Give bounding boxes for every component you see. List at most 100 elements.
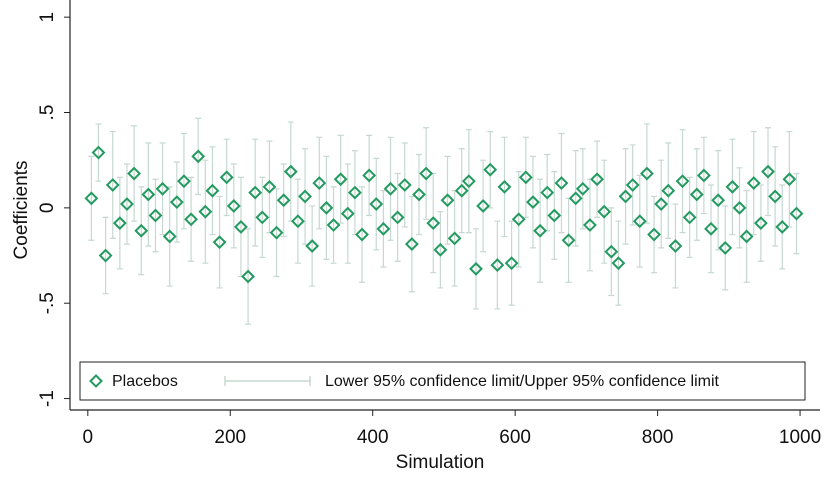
error-bar xyxy=(487,130,494,209)
legend-marker xyxy=(224,376,311,386)
y-tick-label: -.5 xyxy=(37,292,58,314)
x-tick-label: 1000 xyxy=(779,427,821,448)
point xyxy=(561,233,576,248)
error-bar xyxy=(544,153,551,232)
y-axis-label: Coefficients xyxy=(11,161,32,260)
point xyxy=(526,195,540,210)
error-bar xyxy=(636,174,643,268)
point xyxy=(148,208,163,223)
error-bar xyxy=(679,129,686,234)
error-bar xyxy=(501,136,508,238)
point xyxy=(789,206,804,221)
point xyxy=(362,168,377,183)
error-bar xyxy=(373,157,380,251)
point xyxy=(283,164,298,179)
error-bar xyxy=(323,155,330,260)
point xyxy=(105,178,120,192)
error-bar xyxy=(743,190,750,283)
point xyxy=(625,178,640,192)
point xyxy=(198,204,213,219)
point xyxy=(725,179,740,194)
point xyxy=(248,185,263,200)
error-bar xyxy=(366,134,373,217)
error-bar xyxy=(522,136,529,218)
point xyxy=(390,210,405,225)
points xyxy=(84,145,804,284)
point xyxy=(746,176,761,190)
point xyxy=(162,229,177,244)
error-bar xyxy=(252,138,259,247)
error-bar xyxy=(423,127,430,220)
legend-label: Placebos xyxy=(112,373,178,390)
error-bar xyxy=(416,153,423,236)
error-bar xyxy=(722,205,729,291)
point xyxy=(355,227,369,242)
error-bar xyxy=(693,148,700,241)
error-bar xyxy=(188,176,195,262)
legend-label: Lower 95% confidence limit/Upper 95% con… xyxy=(325,373,720,390)
point xyxy=(533,223,547,238)
error-bar xyxy=(715,150,722,251)
point xyxy=(618,189,633,204)
error-bar xyxy=(437,211,444,289)
error-bar xyxy=(287,121,294,222)
error-bar xyxy=(230,163,237,249)
error-bar xyxy=(615,220,622,306)
error-bar xyxy=(309,205,316,287)
point xyxy=(583,218,597,232)
point xyxy=(761,164,775,179)
point xyxy=(668,239,683,253)
error-bar xyxy=(515,171,522,268)
error-bar xyxy=(465,129,472,234)
error-bar xyxy=(700,136,707,215)
error-bar xyxy=(551,171,558,260)
point xyxy=(696,168,711,183)
point xyxy=(91,145,106,160)
error-bar xyxy=(359,186,366,283)
point xyxy=(191,149,206,164)
error-bar xyxy=(458,148,465,234)
point xyxy=(312,176,327,190)
point xyxy=(255,210,270,225)
point xyxy=(376,221,391,236)
error-bar xyxy=(102,216,109,295)
point xyxy=(590,172,604,187)
error-bar xyxy=(202,159,209,264)
point xyxy=(447,231,462,246)
point xyxy=(753,216,768,231)
point xyxy=(782,172,797,187)
point xyxy=(333,172,348,187)
point xyxy=(732,200,747,215)
error-bar xyxy=(245,228,252,325)
point xyxy=(141,187,156,202)
point xyxy=(262,179,277,194)
error-bar xyxy=(116,176,123,270)
point xyxy=(540,185,555,200)
error-bar xyxy=(330,186,337,264)
point xyxy=(112,216,127,231)
error-bar xyxy=(316,136,323,230)
point xyxy=(483,162,498,177)
error-bar xyxy=(180,132,187,230)
point xyxy=(654,197,669,211)
error-bar xyxy=(280,163,287,238)
error-bar xyxy=(622,148,629,245)
y-tick-label: -1 xyxy=(37,390,58,407)
point xyxy=(661,183,676,198)
point xyxy=(184,212,198,227)
error-bar xyxy=(444,155,451,245)
error-bar xyxy=(772,146,779,247)
point xyxy=(419,166,434,181)
point xyxy=(134,223,149,238)
error-bar xyxy=(394,172,401,262)
x-axis-label: Simulation xyxy=(396,452,485,473)
point xyxy=(269,225,284,240)
error-bar xyxy=(594,140,601,218)
point xyxy=(169,195,184,210)
error-bar xyxy=(166,186,173,287)
point xyxy=(319,200,334,215)
point xyxy=(155,181,170,196)
error-bar xyxy=(750,130,757,236)
